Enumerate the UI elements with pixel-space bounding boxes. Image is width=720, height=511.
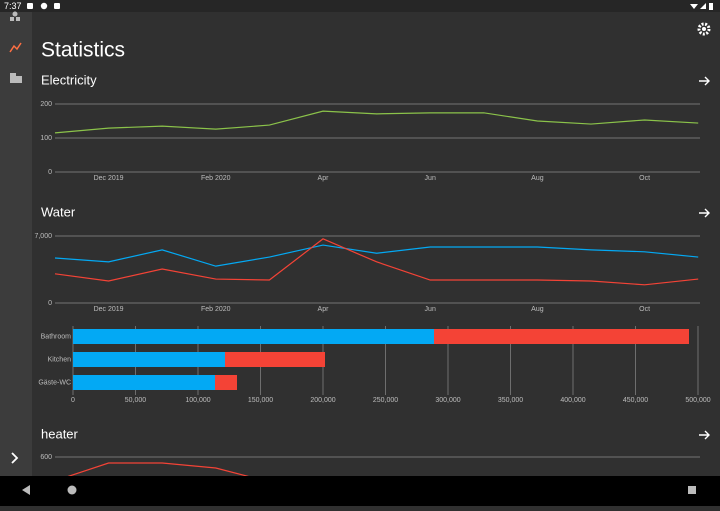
x-tick-label: Jun <box>425 175 436 182</box>
x-tick-label: 350,000 <box>498 397 523 404</box>
y-tick-label: 600 <box>40 454 52 461</box>
x-tick-label: Feb 2020 <box>201 306 231 313</box>
back-button[interactable] <box>22 485 30 495</box>
status-bar <box>0 0 720 12</box>
x-tick-label: Dec 2019 <box>94 175 124 182</box>
system-nav-bar <box>0 476 720 506</box>
y-tick-label: 7,000 <box>34 233 52 240</box>
x-tick-label: 0 <box>71 397 75 404</box>
x-tick-label: 200,000 <box>310 397 335 404</box>
nav-buildings[interactable] <box>10 73 22 83</box>
section-title: Electricity <box>41 72 97 87</box>
home-button[interactable] <box>67 485 77 495</box>
bar-segment <box>73 329 434 344</box>
data-line <box>54 110 699 134</box>
bar-segment <box>434 329 689 344</box>
x-tick-label: Oct <box>639 306 650 313</box>
x-tick-label: 300,000 <box>435 397 460 404</box>
bar-segment <box>73 352 225 367</box>
data-line <box>54 244 699 267</box>
x-tick-label: Jun <box>425 306 436 313</box>
y-tick-label: Gäste-WC <box>38 379 71 386</box>
y-tick-label: 200 <box>40 101 52 108</box>
expand-button[interactable] <box>11 452 19 464</box>
settings-button[interactable] <box>697 22 711 36</box>
open-heater[interactable] <box>699 430 710 440</box>
nav-rail <box>0 0 32 476</box>
open-water[interactable] <box>699 208 710 218</box>
bar-segment <box>73 375 215 390</box>
x-tick-label: 50,000 <box>125 397 147 404</box>
data-line <box>54 238 699 286</box>
x-tick-label: 400,000 <box>560 397 585 404</box>
x-tick-label: 250,000 <box>373 397 398 404</box>
open-electricity[interactable] <box>699 76 710 86</box>
x-tick-label: 450,000 <box>623 397 648 404</box>
status-time: 7:37 <box>4 1 22 11</box>
y-tick-label: Bathroom <box>41 333 72 340</box>
y-tick-label: 0 <box>48 169 52 176</box>
page-title: Statistics <box>41 39 125 62</box>
x-tick-label: 100,000 <box>185 397 210 404</box>
charts: 0 100 200 Dec 2019 Feb 2020 Apr Jun Aug Oct 0 7,00… <box>34 101 711 476</box>
x-tick-label: Apr <box>318 306 330 313</box>
x-tick-label: Feb 2020 <box>201 175 231 182</box>
nav-statistics[interactable] <box>9 42 22 53</box>
x-tick-label: Aug <box>531 306 544 313</box>
x-tick-label: 150,000 <box>248 397 273 404</box>
nav-home[interactable] <box>10 11 20 22</box>
y-tick-label: Kitchen <box>48 356 71 363</box>
x-tick-label: Oct <box>639 175 650 182</box>
bar-segment <box>215 375 237 390</box>
recents-button[interactable] <box>688 486 696 494</box>
bar-segment <box>225 352 325 367</box>
y-tick-label: 100 <box>40 135 52 142</box>
x-tick-label: Apr <box>318 175 330 182</box>
section-title: Water <box>41 204 76 219</box>
x-tick-label: Aug <box>531 175 544 182</box>
section-title: heater <box>41 426 79 441</box>
y-tick-label: 0 <box>48 300 52 307</box>
x-tick-label: Dec 2019 <box>94 306 124 313</box>
status-icons <box>27 2 713 10</box>
x-tick-label: 500,000 <box>685 397 710 404</box>
data-line <box>67 462 249 476</box>
